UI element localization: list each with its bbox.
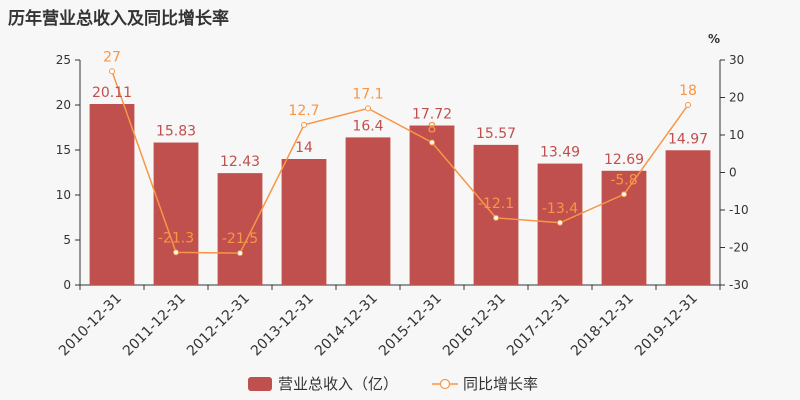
y-left-tick-label: 5 bbox=[63, 233, 71, 247]
growth-point bbox=[173, 249, 179, 256]
legend-bar-label: 营业总收入（亿） bbox=[278, 375, 398, 393]
legend-line-label: 同比增长率 bbox=[463, 375, 538, 393]
x-tick-label: 2010-12-31 bbox=[56, 291, 125, 360]
bar-value-label: 13.49 bbox=[540, 145, 580, 161]
bar bbox=[89, 104, 135, 285]
growth-point bbox=[109, 68, 115, 75]
growth-line-group bbox=[109, 68, 691, 257]
growth-point bbox=[493, 214, 499, 221]
y-right-tick-label: -30 bbox=[729, 278, 749, 292]
legend-bar-swatch bbox=[248, 377, 272, 391]
bar bbox=[345, 137, 391, 285]
bar-value-label: 15.57 bbox=[476, 126, 516, 142]
growth-point bbox=[621, 191, 627, 198]
y-left-tick-label: 15 bbox=[56, 143, 71, 157]
bar-value-label: 14.97 bbox=[668, 131, 708, 147]
x-tick-label: 2019-12-31 bbox=[632, 291, 701, 360]
y-right-tick-label: 30 bbox=[729, 53, 744, 67]
growth-point bbox=[557, 219, 563, 226]
x-tick-label: 2013-12-31 bbox=[248, 291, 317, 360]
x-tick-label: 2012-12-31 bbox=[184, 291, 253, 360]
growth-point bbox=[429, 139, 435, 146]
growth-value-label: -21.5 bbox=[222, 231, 258, 247]
growth-point bbox=[365, 105, 371, 112]
growth-line bbox=[111, 71, 689, 254]
chart-title: 历年营业总收入及同比增长率 bbox=[8, 9, 229, 29]
bar-value-label: 14 bbox=[295, 140, 313, 156]
bar-value-label: 12.43 bbox=[220, 154, 260, 170]
bar bbox=[601, 170, 647, 285]
bar-value-label: 17.72 bbox=[412, 107, 452, 123]
growth-point bbox=[685, 102, 691, 108]
x-tick-label: 2016-12-31 bbox=[440, 291, 509, 360]
growth-value-label: 27 bbox=[103, 49, 121, 65]
y-right-axis-unit: % bbox=[708, 32, 720, 46]
bar bbox=[281, 159, 327, 285]
y-right-tick-label: 10 bbox=[729, 128, 744, 142]
growth-value-label: -21.3 bbox=[158, 230, 194, 246]
growth-value-label: 8 bbox=[428, 121, 437, 137]
growth-value-label: 18 bbox=[679, 83, 697, 99]
x-tick-label: 2014-12-31 bbox=[312, 291, 381, 360]
y-left-tick-label: 25 bbox=[56, 53, 71, 67]
y-right-tick-label: 0 bbox=[729, 166, 737, 180]
y-right-tick-label: -10 bbox=[729, 203, 749, 217]
x-tick-label: 2011-12-31 bbox=[120, 291, 189, 360]
bar bbox=[409, 125, 455, 286]
data-labels-group: 20.11 15.83 12.43 14 16.4 17.72 15.57 13.49 12.6… bbox=[92, 49, 708, 247]
growth-value-label: 17.1 bbox=[352, 86, 383, 102]
y-left-tick-label: 0 bbox=[63, 278, 71, 292]
bars-group bbox=[89, 104, 711, 286]
growth-value-label: -12.1 bbox=[478, 196, 514, 212]
bar-value-label: 16.4 bbox=[352, 118, 383, 134]
growth-point bbox=[237, 250, 243, 257]
bar-value-label: 15.83 bbox=[156, 124, 196, 140]
bar bbox=[665, 150, 711, 285]
y-left-tick-label: 20 bbox=[56, 98, 71, 112]
y-left-tick-label: 10 bbox=[56, 188, 71, 202]
bar-value-label: 20.11 bbox=[92, 85, 132, 101]
growth-value-label: 12.7 bbox=[288, 103, 319, 119]
growth-point bbox=[301, 121, 307, 128]
x-tick-label: 2017-12-31 bbox=[504, 291, 573, 360]
x-tick-label: 2015-12-31 bbox=[376, 291, 445, 360]
legend-line-marker bbox=[439, 378, 451, 390]
bar-value-label: 12.69 bbox=[604, 152, 644, 168]
bar bbox=[217, 173, 263, 285]
bar bbox=[153, 142, 199, 285]
y-right-tick-label: 20 bbox=[729, 91, 744, 105]
y-right-tick-label: -20 bbox=[729, 241, 749, 255]
growth-value-label: -5.8 bbox=[610, 172, 637, 188]
legend: 营业总收入（亿） 同比增长率 bbox=[248, 375, 538, 393]
x-tick-label: 2018-12-31 bbox=[568, 291, 637, 360]
growth-value-label: -13.4 bbox=[542, 201, 578, 217]
